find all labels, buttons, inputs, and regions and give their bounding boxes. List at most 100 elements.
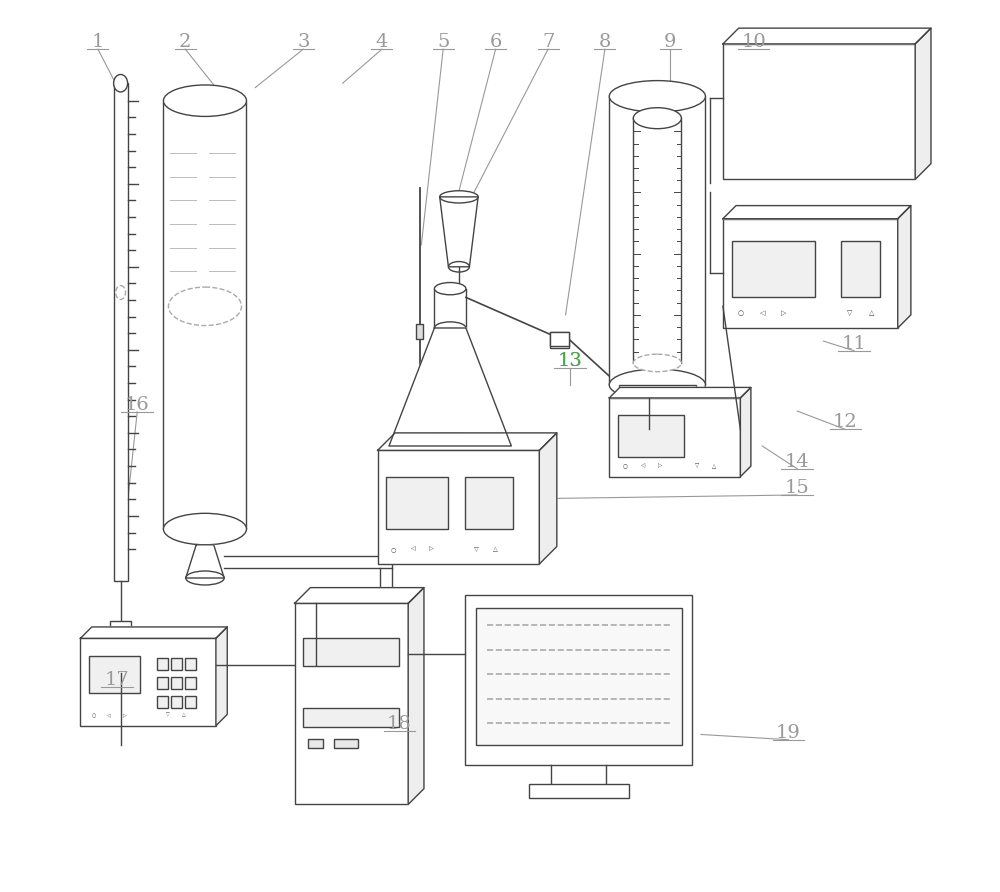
Bar (732, 241, 815, 297)
Bar (185, 677, 196, 689)
Polygon shape (295, 588, 424, 603)
Text: 14: 14 (785, 453, 810, 471)
Bar (157, 696, 168, 708)
Bar (476, 607, 682, 745)
Text: 11: 11 (842, 334, 866, 352)
Polygon shape (539, 433, 557, 564)
Text: 7: 7 (542, 33, 554, 51)
Bar (171, 677, 182, 689)
Text: ▷: ▷ (781, 310, 787, 316)
Text: ▷: ▷ (658, 464, 662, 468)
Bar (163, 101, 246, 529)
Ellipse shape (440, 191, 478, 203)
Bar (629, 413, 642, 428)
Text: 19: 19 (776, 723, 801, 742)
Text: 2: 2 (179, 33, 191, 51)
Text: 16: 16 (125, 396, 150, 414)
Bar (416, 324, 423, 339)
Text: ▽: ▽ (474, 547, 479, 551)
Text: ▷: ▷ (123, 713, 127, 718)
Bar (841, 241, 880, 297)
Bar (550, 333, 569, 346)
Bar (465, 476, 513, 529)
Polygon shape (915, 29, 931, 179)
Polygon shape (408, 588, 424, 805)
Text: 13: 13 (557, 352, 582, 370)
Ellipse shape (163, 513, 246, 545)
Text: 13: 13 (557, 352, 582, 370)
Bar (308, 739, 323, 747)
Text: 3: 3 (297, 33, 310, 51)
Text: 8: 8 (599, 33, 611, 51)
Ellipse shape (168, 287, 242, 326)
Bar (723, 219, 898, 328)
Bar (609, 96, 705, 384)
Polygon shape (609, 387, 751, 398)
Text: △: △ (712, 464, 716, 468)
Text: 15: 15 (785, 479, 810, 497)
Bar (650, 413, 664, 428)
Text: 4: 4 (376, 33, 388, 51)
Text: 12: 12 (833, 413, 858, 432)
Text: △: △ (869, 310, 874, 316)
Text: ▽: ▽ (847, 310, 852, 316)
Text: 17: 17 (105, 672, 129, 690)
Ellipse shape (633, 108, 681, 128)
Text: ◁: ◁ (410, 547, 415, 551)
Ellipse shape (633, 354, 681, 372)
Bar (609, 398, 740, 476)
Polygon shape (440, 197, 478, 267)
Text: 6: 6 (489, 33, 502, 51)
Text: ○: ○ (623, 464, 627, 468)
Bar (303, 639, 399, 666)
Polygon shape (898, 206, 911, 328)
Bar (618, 416, 684, 458)
Bar (334, 739, 358, 747)
Ellipse shape (434, 283, 466, 294)
Bar (110, 621, 131, 640)
Bar (723, 44, 915, 179)
Ellipse shape (434, 322, 466, 334)
Bar (295, 603, 408, 805)
Ellipse shape (163, 85, 246, 117)
Text: ▽: ▽ (166, 713, 170, 718)
Polygon shape (723, 29, 931, 44)
Text: ○: ○ (391, 547, 396, 551)
Text: 5: 5 (437, 33, 449, 51)
Ellipse shape (114, 75, 128, 92)
Polygon shape (740, 387, 751, 476)
Bar (80, 639, 216, 726)
Ellipse shape (116, 285, 126, 300)
Bar (378, 450, 539, 564)
Ellipse shape (609, 369, 705, 401)
Polygon shape (186, 545, 224, 578)
Bar (89, 656, 140, 692)
Text: △: △ (182, 713, 185, 718)
Ellipse shape (186, 571, 224, 585)
Text: ◁: ◁ (760, 310, 765, 316)
Bar (529, 784, 629, 798)
Ellipse shape (609, 80, 705, 112)
Text: △: △ (493, 547, 498, 551)
Bar (185, 657, 196, 670)
Bar (185, 696, 196, 708)
Bar (386, 476, 448, 529)
Bar (157, 677, 168, 689)
Polygon shape (389, 328, 511, 446)
Polygon shape (378, 433, 557, 450)
Bar (550, 333, 569, 348)
Ellipse shape (389, 433, 511, 459)
Text: ○: ○ (737, 310, 743, 316)
Bar (157, 657, 168, 670)
Text: ▷: ▷ (429, 547, 434, 551)
Text: 18: 18 (387, 715, 412, 733)
Bar (619, 384, 696, 413)
Bar (171, 657, 182, 670)
Ellipse shape (448, 261, 469, 272)
Bar (672, 413, 686, 428)
Polygon shape (216, 627, 227, 726)
Text: 10: 10 (741, 33, 766, 51)
Text: ○: ○ (91, 713, 96, 718)
Bar (303, 708, 399, 728)
Text: ▽: ▽ (695, 464, 699, 468)
